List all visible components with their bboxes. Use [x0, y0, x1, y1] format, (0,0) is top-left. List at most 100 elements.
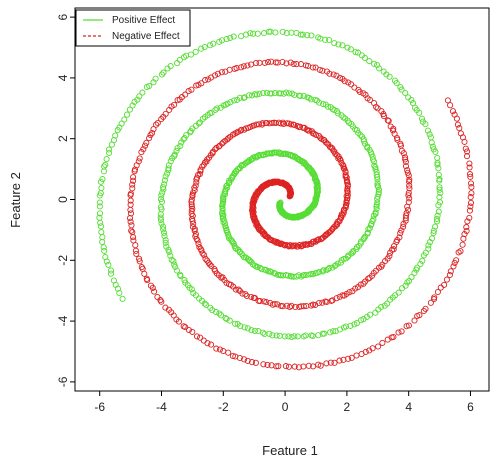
- negative-effect-point: [130, 174, 137, 181]
- negative-effect-point: [205, 76, 212, 83]
- negative-effect-point: [441, 281, 448, 288]
- positive-effect-point: [136, 93, 143, 100]
- positive-effect-point: [212, 308, 220, 316]
- negative-effect-point: [241, 126, 248, 133]
- negative-effect-point: [468, 184, 475, 191]
- positive-effect-point: [425, 245, 432, 252]
- positive-effect-point: [429, 143, 436, 150]
- negative-effect-point: [466, 160, 473, 167]
- positive-effect-point: [174, 144, 181, 152]
- negative-effect-point: [276, 240, 283, 247]
- y-tick-label: 4: [56, 74, 70, 81]
- positive-effect-point: [426, 131, 433, 138]
- negative-effect-point: [405, 192, 412, 199]
- negative-effect-point: [406, 185, 413, 192]
- negative-effect-point: [202, 77, 209, 84]
- positive-effect-point: [160, 186, 167, 193]
- positive-effect-point: [227, 34, 234, 41]
- positive-effect-point: [187, 128, 194, 135]
- positive-effect-point: [203, 301, 210, 308]
- positive-effect-point: [159, 189, 166, 196]
- positive-effect-point: [201, 43, 208, 51]
- negative-effect-point: [446, 271, 453, 279]
- negative-effect-point: [274, 301, 281, 308]
- positive-effect-point: [114, 285, 121, 292]
- positive-effect-point: [326, 36, 333, 44]
- negative-effect-point: [405, 189, 412, 196]
- positive-effect-point: [216, 310, 223, 317]
- positive-effect-point: [267, 28, 274, 35]
- positive-effect-point: [103, 156, 110, 163]
- negative-effect-point: [149, 284, 156, 291]
- positive-effect-point: [304, 94, 311, 101]
- negative-effect-point: [406, 176, 413, 183]
- negative-effect-point: [462, 145, 469, 152]
- negative-effect-point: [434, 288, 441, 296]
- negative-effect-point: [197, 166, 204, 173]
- negative-effect-point: [141, 142, 149, 149]
- negative-effect-point: [133, 250, 140, 257]
- negative-effect-point: [402, 156, 409, 163]
- negative-effect-point: [244, 62, 251, 69]
- positive-effect-point: [405, 94, 412, 101]
- positive-effect-point: [285, 333, 292, 340]
- negative-effect-point: [146, 135, 153, 142]
- negative-effect-point: [336, 216, 344, 223]
- positive-effect-point: [267, 90, 274, 97]
- negative-effect-point: [158, 116, 165, 123]
- negative-effect-point: [151, 288, 158, 295]
- positive-effect-point: [307, 96, 314, 103]
- positive-effect-point: [397, 84, 404, 91]
- positive-effect-point: [283, 30, 290, 37]
- positive-effect-point: [435, 171, 442, 178]
- positive-effect-point: [372, 164, 379, 171]
- negative-effect-point: [128, 227, 135, 234]
- negative-effect-point: [288, 302, 295, 309]
- positive-effect-point: [100, 168, 108, 175]
- negative-effect-point: [317, 362, 324, 369]
- positive-effect-point: [359, 133, 366, 140]
- positive-effect-point: [402, 89, 409, 97]
- negative-effect-point: [422, 305, 429, 312]
- positive-effect-point: [275, 90, 282, 97]
- negative-effect-point: [315, 236, 322, 244]
- positive-effect-point: [168, 256, 175, 263]
- positive-effect-point: [326, 265, 333, 272]
- positive-effect-point: [347, 46, 354, 53]
- positive-effect-point: [177, 272, 184, 280]
- negative-effect-point: [263, 299, 270, 306]
- negative-effect-point: [411, 317, 418, 324]
- negative-effect-point: [431, 294, 438, 301]
- positive-effect-point: [101, 247, 108, 254]
- negative-effect-point: [274, 59, 281, 66]
- positive-effect-point: [436, 194, 443, 201]
- positive-effect-point: [241, 324, 248, 331]
- positive-effect-point: [375, 191, 382, 198]
- legend-label-negative: Negative Effect: [112, 31, 180, 42]
- negative-effect-point: [467, 194, 474, 201]
- positive-effect-point: [158, 192, 165, 199]
- negative-effect-point: [467, 199, 475, 206]
- negative-effect-point: [139, 265, 146, 272]
- positive-effect-point: [434, 154, 441, 161]
- negative-effect-point: [310, 238, 317, 245]
- positive-effect-point: [300, 92, 307, 99]
- positive-effect-point: [331, 40, 338, 47]
- negative-effect-point: [193, 179, 200, 186]
- positive-effect-point: [180, 54, 188, 61]
- negative-effect-point: [150, 126, 157, 133]
- negative-effect-point: [400, 223, 407, 230]
- negative-effect-point: [331, 148, 338, 155]
- negative-effect-point: [317, 134, 324, 141]
- positive-effect-point: [402, 282, 409, 289]
- negative-effect-point: [387, 123, 394, 130]
- negative-effect-point: [248, 359, 256, 366]
- positive-effect-point: [123, 111, 131, 118]
- x-axis-label: Feature 1: [262, 443, 318, 458]
- positive-effect-point: [173, 267, 180, 274]
- positive-effect-point: [219, 199, 227, 206]
- negative-effect-point: [375, 343, 382, 350]
- positive-effect-point: [158, 220, 165, 227]
- negative-effect-point: [126, 215, 134, 222]
